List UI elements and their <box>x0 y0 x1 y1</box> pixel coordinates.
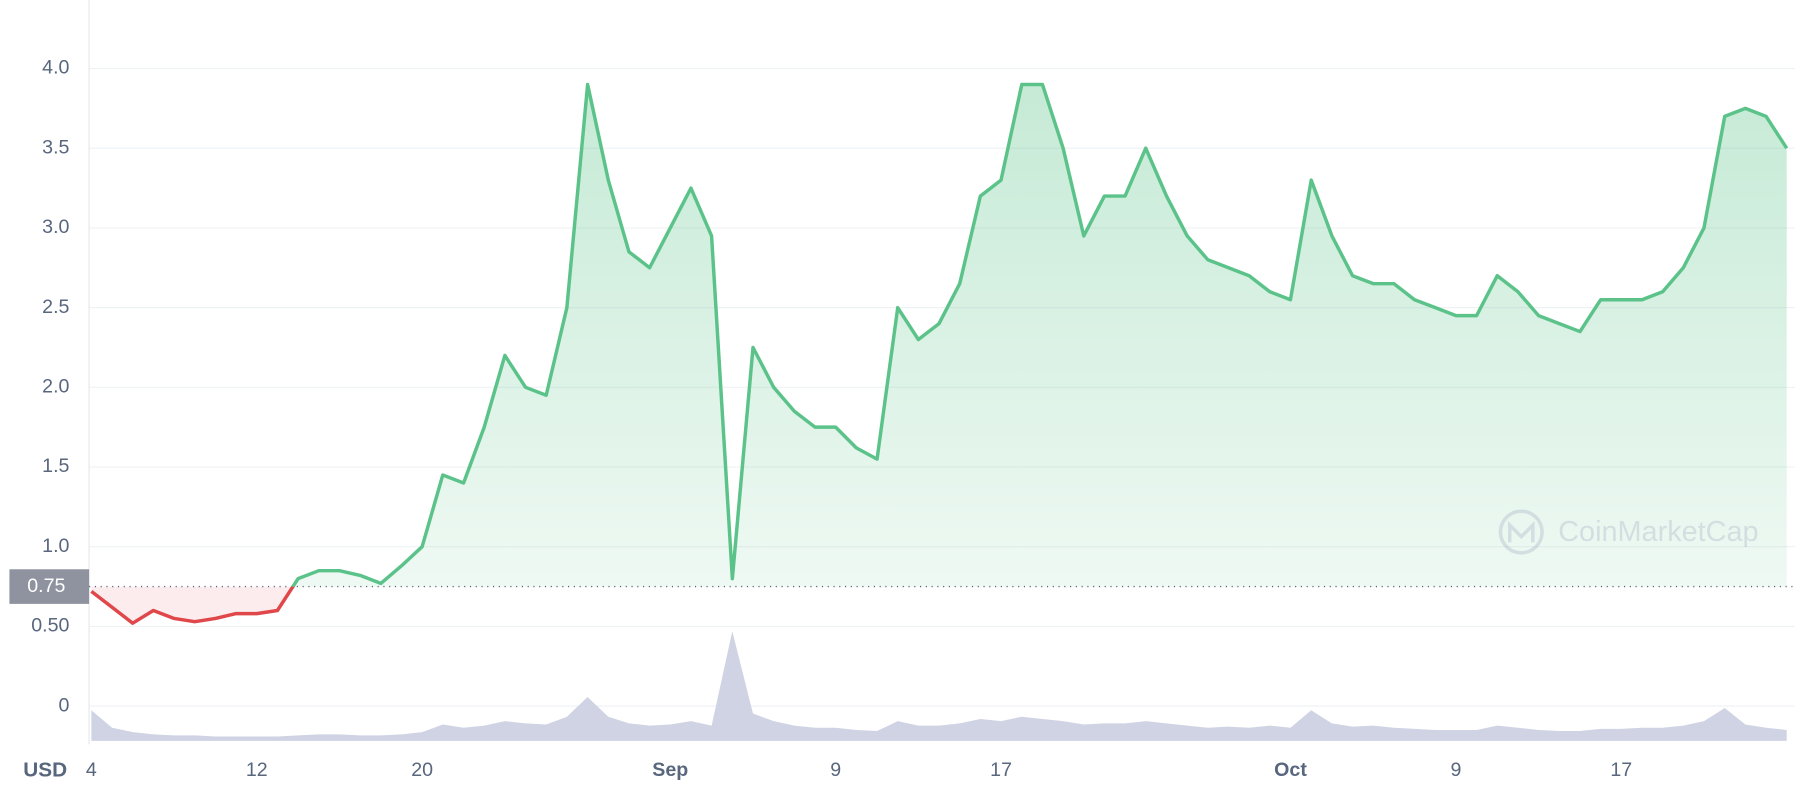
area-down <box>91 586 1787 624</box>
area-up <box>292 84 1787 587</box>
y-tick-label: 1.5 <box>42 455 69 477</box>
x-tick-label: 17 <box>990 759 1012 781</box>
watermark: CoinMarketCap <box>1498 509 1759 555</box>
y-tick-label: 3.0 <box>42 216 69 238</box>
x-tick-label: 17 <box>1610 759 1632 781</box>
x-tick-label: 4 <box>86 759 97 781</box>
y-tick-label: 2.5 <box>42 296 69 318</box>
y-tick-label: 1.0 <box>42 535 69 557</box>
y-tick-label: 0 <box>59 694 70 716</box>
plot: 0.75 <box>9 82 1795 625</box>
volume-area <box>91 631 1787 741</box>
x-tick-label: Sep <box>652 759 688 781</box>
volume <box>91 631 1787 741</box>
y-tick-label: 3.5 <box>42 136 69 158</box>
axis-label: USD <box>23 758 67 781</box>
x-tick-label: 9 <box>1450 759 1461 781</box>
x-tick-label: 12 <box>246 759 268 781</box>
y-tick-label: 2.0 <box>42 376 69 398</box>
y-tick-label: 4.0 <box>42 57 69 79</box>
reference-label: 0.75 <box>27 575 65 597</box>
price-line-up <box>290 82 1789 587</box>
x-tick-label: 20 <box>411 759 433 781</box>
y-tick-label: 0.50 <box>31 615 69 637</box>
reference-label-box <box>9 569 90 604</box>
x-tick-label: Oct <box>1274 759 1307 781</box>
watermark-text: CoinMarketCap <box>1558 516 1758 548</box>
x-tick-label: 9 <box>830 759 841 781</box>
